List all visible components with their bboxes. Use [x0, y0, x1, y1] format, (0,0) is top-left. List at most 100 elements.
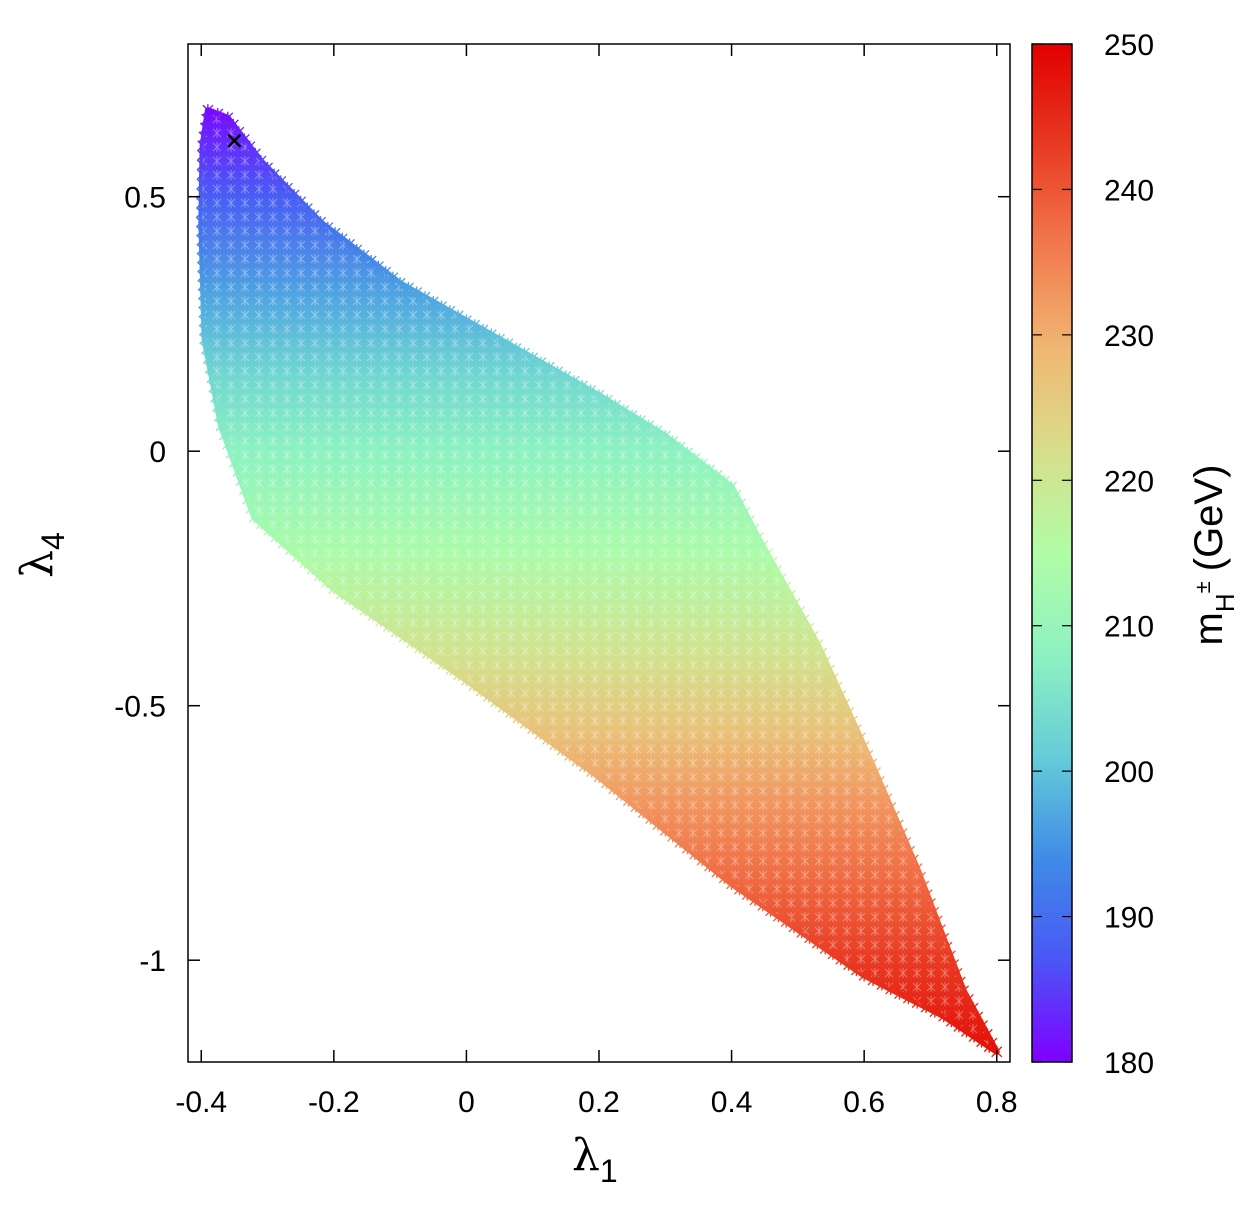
svg-text:λ4: λ4	[12, 532, 71, 578]
edge-marker	[945, 1015, 957, 1028]
edge-marker	[689, 452, 701, 465]
edge-marker	[811, 937, 823, 950]
edge-marker	[453, 668, 465, 681]
edge-marker	[490, 695, 502, 708]
edge-marker	[212, 107, 224, 120]
edge-marker	[894, 987, 905, 1000]
edge-marker	[527, 722, 539, 735]
edge-marker	[210, 390, 222, 403]
edge-marker	[343, 593, 355, 606]
edge-marker	[469, 319, 481, 332]
edge-marker	[600, 776, 612, 789]
edge-marker	[208, 381, 220, 394]
edge-marker	[351, 598, 363, 611]
x-axis-title-subscript: 1	[600, 1153, 618, 1189]
edge-marker	[436, 300, 448, 313]
edge-marker	[659, 824, 671, 837]
colorbar-tick-label: 200	[1104, 756, 1154, 789]
colorbar: 180 190 200 210 220 230 240 250 mH± (GeV)	[1031, 29, 1240, 1080]
edge-marker	[552, 365, 564, 378]
edge-marker	[541, 733, 553, 746]
edge-marker	[819, 942, 831, 955]
plot-area: -0.4 -0.2 0 0.2 0.4 0.6 0.8 0.5 0 -0.5 -1	[114, 43, 1018, 1119]
edge-marker	[626, 409, 638, 422]
y-axis-title-subscript: 4	[35, 532, 71, 550]
colorbar-title-unit: (GeV)	[1187, 465, 1231, 572]
scatter-edge-markers	[195, 104, 1003, 1058]
edge-marker	[618, 404, 630, 417]
edge-marker	[578, 760, 590, 773]
edge-marker	[222, 111, 234, 124]
edge-marker	[344, 238, 355, 251]
edge-marker	[749, 894, 761, 907]
edge-marker	[929, 1005, 941, 1018]
edge-marker	[519, 717, 531, 730]
edge-marker	[718, 475, 730, 488]
edge-marker	[485, 328, 497, 341]
edge-marker	[968, 1030, 980, 1043]
edge-marker	[911, 996, 923, 1009]
edge-marker	[634, 414, 646, 427]
edge-marker	[329, 227, 341, 240]
edge-marker	[585, 384, 597, 397]
edge-marker	[681, 446, 693, 459]
edge-marker	[543, 361, 555, 374]
edge-marker	[398, 631, 410, 644]
edge-marker	[336, 232, 348, 245]
x-axis-ticks: -0.4 -0.2 0 0.2 0.4 0.6 0.8	[175, 44, 1018, 1119]
edge-marker	[610, 399, 622, 412]
edge-marker	[645, 812, 657, 825]
x-tick-label: 0.8	[976, 1086, 1018, 1119]
edge-marker	[460, 314, 472, 327]
edge-marker	[244, 140, 256, 153]
edge-marker	[394, 277, 406, 290]
y-tick-label: 0.5	[124, 182, 166, 215]
edge-marker	[452, 309, 464, 322]
edge-marker	[197, 139, 209, 152]
edge-marker	[387, 271, 399, 284]
edge-marker	[659, 429, 671, 442]
edge-marker	[445, 663, 457, 676]
edge-marker	[380, 266, 392, 279]
edge-marker	[198, 130, 210, 143]
edge-marker	[556, 744, 568, 757]
edge-marker	[704, 860, 715, 873]
edge-marker	[202, 104, 214, 117]
edge-marker	[468, 679, 480, 692]
edge-marker	[711, 865, 723, 878]
x-tick-label: 0.6	[843, 1086, 885, 1119]
edge-marker	[483, 690, 494, 703]
colorbar-gradient	[1031, 43, 1073, 1063]
edge-marker	[512, 711, 524, 724]
edge-marker	[765, 904, 777, 917]
x-tick-label: -0.2	[308, 1086, 360, 1119]
edge-marker	[564, 749, 575, 762]
edge-marker	[983, 1040, 995, 1053]
edge-marker	[843, 958, 855, 971]
edge-marker	[953, 1020, 965, 1033]
colorbar-ticks: 180 190 200 210 220 230 240 250	[1032, 29, 1154, 1080]
edge-marker	[510, 342, 522, 355]
edge-marker	[850, 964, 862, 977]
edge-marker	[667, 830, 679, 843]
edge-marker	[414, 641, 426, 654]
edge-marker	[726, 877, 738, 890]
edge-marker	[518, 347, 530, 360]
edge-marker	[858, 969, 870, 982]
edge-marker	[772, 910, 784, 923]
y-tick-label: -1	[139, 945, 166, 978]
x-axis-title: λ1	[572, 1130, 618, 1189]
edge-marker	[835, 953, 847, 966]
edge-marker	[696, 458, 708, 471]
edge-marker	[576, 379, 588, 392]
edge-marker	[406, 636, 418, 649]
edge-marker	[204, 362, 216, 375]
edge-marker	[437, 658, 449, 671]
y-tick-label: -0.5	[114, 691, 166, 724]
edge-marker	[358, 249, 370, 262]
edge-marker	[593, 389, 605, 402]
edge-marker	[502, 337, 514, 350]
edge-marker	[615, 788, 627, 801]
edge-marker	[568, 375, 580, 388]
